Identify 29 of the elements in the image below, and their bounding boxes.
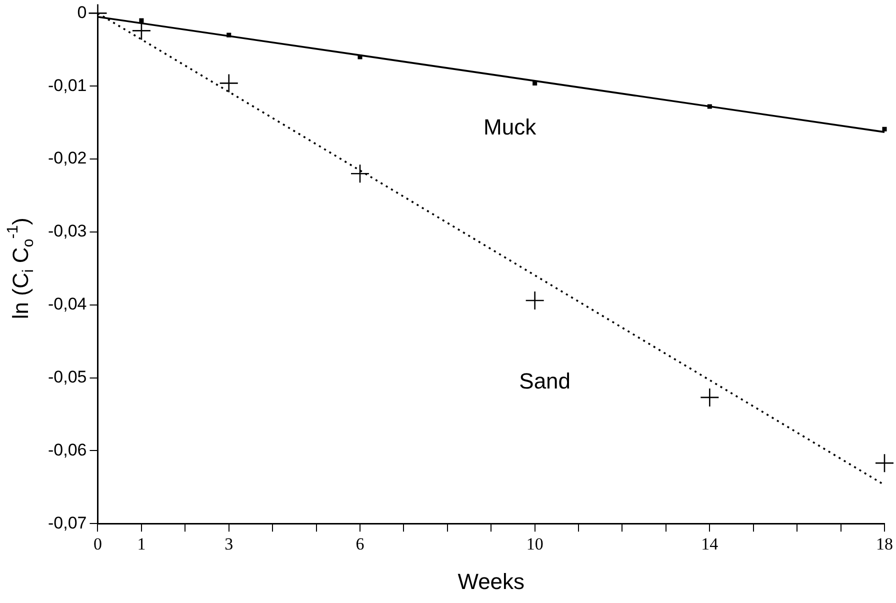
x-tick-label: 1 [137,534,146,554]
point [882,126,887,132]
x-tick-label: 18 [876,534,893,554]
point [700,388,720,408]
y-tick-label: -0,07 [48,513,87,532]
point [219,74,239,93]
point [874,453,894,473]
y-tick-label: -0,06 [48,440,87,460]
point [139,18,144,23]
x-tick-label: 3 [224,534,234,554]
y-tick-label: -0,05 [48,367,87,386]
y-tick-label: -0,02 [48,148,87,168]
x-tick-label: 0 [94,534,102,554]
text: Sand [519,368,571,394]
x-tick-label: 14 [701,534,719,554]
y-tick-label: 0 [77,2,87,22]
y-tick-label: -0,04 [48,294,87,314]
series-label: Muck [484,114,538,140]
point [525,290,544,310]
point [226,32,232,38]
x-tick-label: 6 [356,534,364,554]
point [350,164,370,184]
y-axis-title: ln (Ci Co-1) [4,218,37,320]
y-tick-label: -0,03 [48,222,87,241]
point [358,54,362,60]
x-tick-label: 10 [526,534,544,554]
x-axis-title: Weeks [458,569,525,594]
y-tick-label: -0,01 [48,76,87,95]
point [707,104,712,109]
